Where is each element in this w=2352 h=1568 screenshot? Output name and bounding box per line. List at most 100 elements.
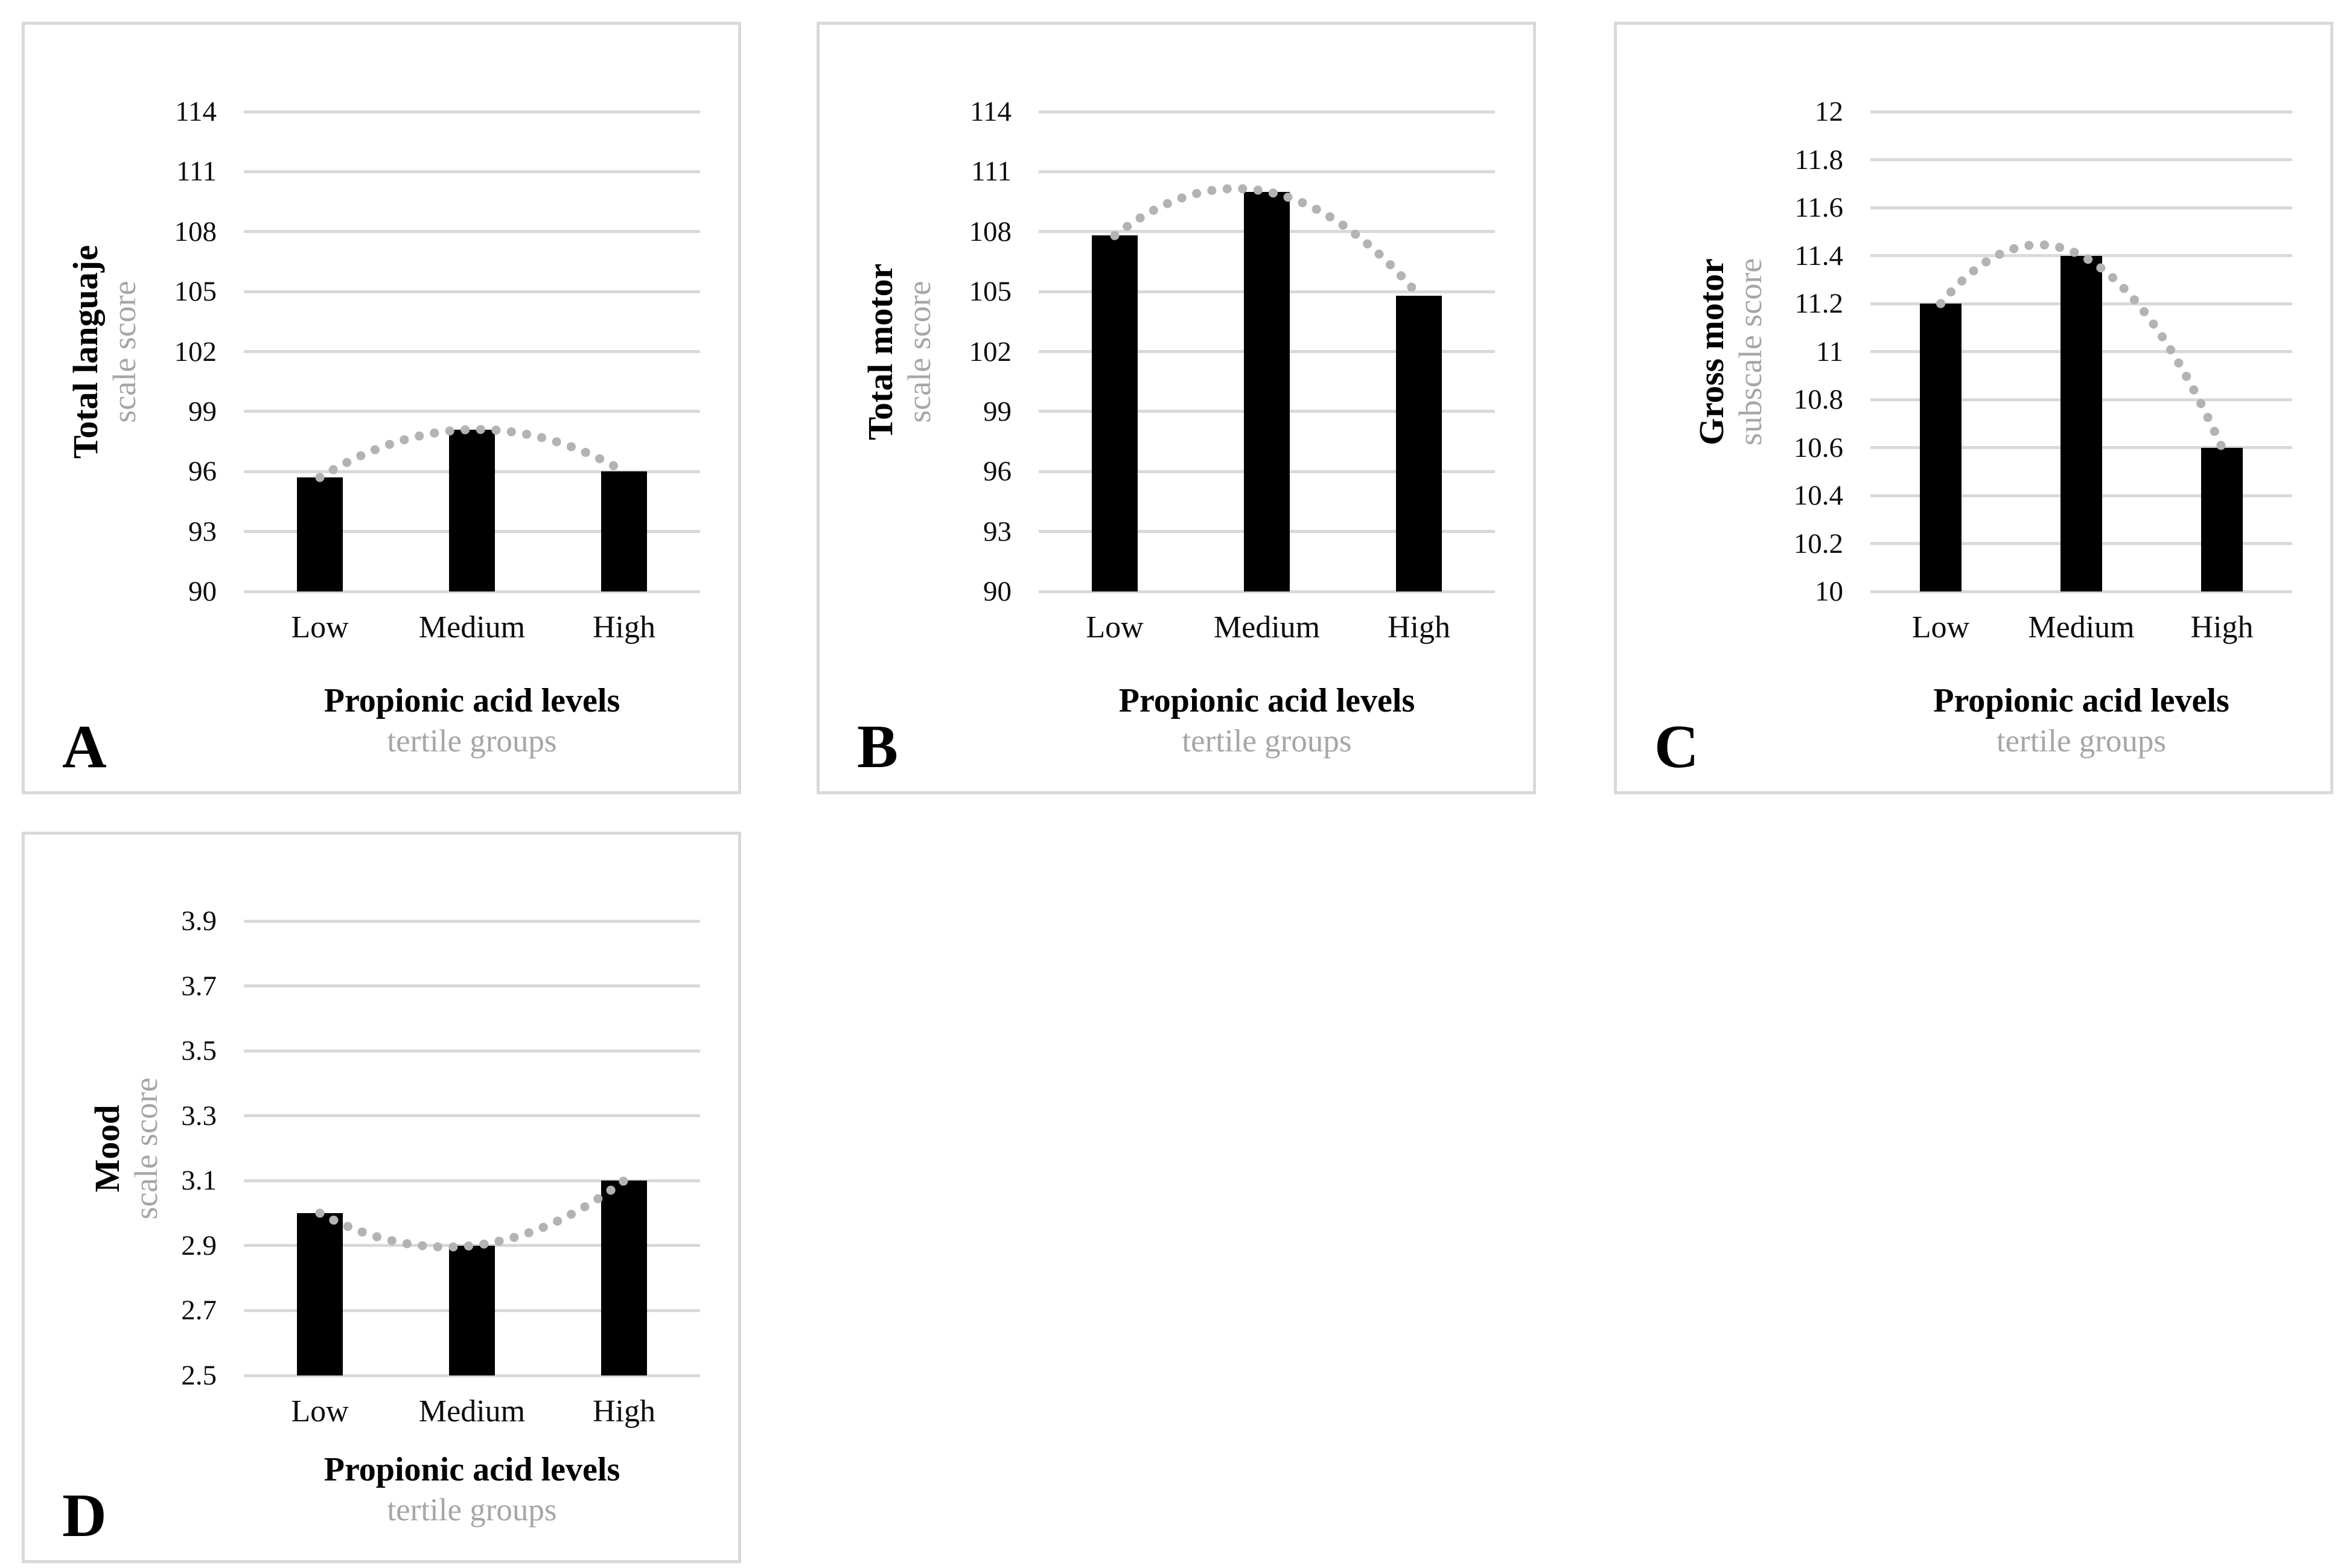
gridline xyxy=(1870,110,2292,113)
x-tick-label: High xyxy=(1388,610,1450,645)
x-axis-title-a: Propionic acid levels xyxy=(323,682,620,719)
y-tick-label: 96 xyxy=(188,456,217,488)
x-tick-label: High xyxy=(593,610,655,645)
gridline xyxy=(244,1374,700,1377)
x-tick-label: Low xyxy=(1911,610,1970,645)
x-axis-title-d: Propionic acid levels xyxy=(323,1451,620,1488)
plot-area-b: 114 111 108 105 102 99 96 93 90 Low Medium High xyxy=(969,96,1495,645)
x-axis-title-c: Propionic acid levels xyxy=(1933,682,2229,719)
y-tick-label: 11.2 xyxy=(1794,288,1843,319)
gridline xyxy=(244,170,700,173)
x-tick-label: Medium xyxy=(418,610,526,645)
bar-high xyxy=(601,471,647,591)
y-tick-label: 93 xyxy=(983,515,1012,547)
bar-medium xyxy=(449,1245,495,1375)
y-tick-label: 10.8 xyxy=(1793,384,1843,415)
y-tick-label: 10.4 xyxy=(1793,480,1843,511)
bar-low xyxy=(1919,304,1962,591)
bar-low xyxy=(297,477,343,591)
y-tick-label: 105 xyxy=(969,276,1012,308)
y-tick-label: 11.4 xyxy=(1794,240,1843,272)
y-tick-label: 90 xyxy=(983,576,1012,607)
bar-low xyxy=(1092,235,1138,591)
y-tick-label: 102 xyxy=(969,336,1012,368)
x-tick-label: High xyxy=(2190,610,2254,645)
gridline xyxy=(1870,206,2292,209)
gridline xyxy=(1039,170,1495,173)
y-tick-label: 3.1 xyxy=(181,1165,217,1197)
x-tick-label: Medium xyxy=(1213,610,1321,645)
y-tick-label: 108 xyxy=(174,215,217,247)
y-tick-label: 3.3 xyxy=(181,1100,217,1132)
gridline xyxy=(244,590,700,593)
x-axis-subtitle-d: tertile groups xyxy=(387,1493,557,1528)
panel-d: D Mood scale score 3.9 3.7 3.5 3.3 3.1 2.9 2.7… xyxy=(22,832,741,1563)
y-tick-label: 105 xyxy=(174,276,217,308)
panel-b: B Total motor scale score 114 111 108 105 10… xyxy=(817,22,1536,794)
panel-label-d: D xyxy=(62,1482,107,1550)
gridline xyxy=(244,984,700,988)
panel-a: A Total languaje scale score 114 111 108 10… xyxy=(22,22,741,794)
x-axis-subtitle-b: tertile groups xyxy=(1182,724,1352,759)
y-tick-label: 11.8 xyxy=(1794,144,1843,176)
y-tick-label: 90 xyxy=(188,576,217,607)
x-tick-label: Medium xyxy=(2028,610,2135,645)
y-tick-label: 2.5 xyxy=(181,1360,217,1391)
panel-label-b: B xyxy=(857,713,899,781)
plot-area-a: 114 111 108 105 102 99 96 93 90 Low Medium High xyxy=(174,96,700,645)
gridline xyxy=(244,1114,700,1118)
gridline xyxy=(244,230,700,234)
gridline xyxy=(1870,158,2292,161)
x-tick-label: Low xyxy=(291,1394,349,1429)
plot-area-c: 12 11.8 11.6 11.4 11.2 11 10.8 10.6 10.4 10.2 10 Lo… xyxy=(1794,96,2292,645)
y-tick-label: 10.6 xyxy=(1793,432,1843,464)
panel-label-a: A xyxy=(62,713,107,781)
y-tick-label: 2.9 xyxy=(181,1229,217,1261)
panel-label-c: C xyxy=(1654,713,1699,781)
y-tick-label: 10.2 xyxy=(1793,527,1843,559)
gridline xyxy=(1870,590,2292,593)
y-tick-label: 11 xyxy=(1815,336,1843,368)
y-tick-label: 12 xyxy=(1815,96,1843,127)
y-tick-label: 114 xyxy=(175,96,217,127)
x-tick-label: Low xyxy=(291,610,349,645)
y-tick-label: 93 xyxy=(188,515,217,547)
y-tick-label: 114 xyxy=(970,96,1012,127)
gridline xyxy=(244,110,700,113)
y-tick-label: 10 xyxy=(1815,576,1843,607)
y-tick-label: 99 xyxy=(188,395,217,427)
panel-c: C Gross motor subscale score 12 11.8 11.6 1… xyxy=(1614,22,2333,794)
x-axis-subtitle-c: tertile groups xyxy=(1996,724,2167,759)
bar-low xyxy=(297,1213,343,1375)
gridline xyxy=(1039,590,1495,593)
gridline xyxy=(244,290,700,293)
x-tick-label: Low xyxy=(1086,610,1144,645)
y-tick-label: 111 xyxy=(970,156,1012,188)
y-tick-label: 3.7 xyxy=(181,970,217,1002)
y-tick-label: 2.7 xyxy=(181,1295,217,1327)
x-tick-label: High xyxy=(593,1394,655,1429)
bar-high xyxy=(2201,447,2243,591)
gridline xyxy=(244,1049,700,1053)
y-tick-label: 102 xyxy=(174,336,217,368)
bar-medium xyxy=(1244,191,1290,591)
bar-high xyxy=(601,1181,647,1375)
x-tick-label: Medium xyxy=(418,1394,526,1429)
y-tick-label: 11.6 xyxy=(1794,192,1843,223)
bar-high xyxy=(1396,295,1442,591)
y-tick-label: 96 xyxy=(983,456,1012,488)
gridline xyxy=(1039,110,1495,113)
gridline xyxy=(244,410,700,413)
y-tick-label: 99 xyxy=(983,395,1012,427)
trendline-path xyxy=(315,1176,629,1252)
bar-medium xyxy=(449,429,495,591)
gridline xyxy=(244,350,700,353)
y-tick-label: 108 xyxy=(969,215,1012,247)
plot-area-d: 3.9 3.7 3.5 3.3 3.1 2.9 2.7 2.5 Low Medium High xyxy=(181,905,700,1429)
x-axis-subtitle-a: tertile groups xyxy=(387,724,557,759)
x-axis-title-b: Propionic acid levels xyxy=(1118,682,1415,719)
gridline xyxy=(244,919,700,923)
y-tick-label: 3.9 xyxy=(181,905,217,937)
bar-medium xyxy=(2060,255,2103,591)
